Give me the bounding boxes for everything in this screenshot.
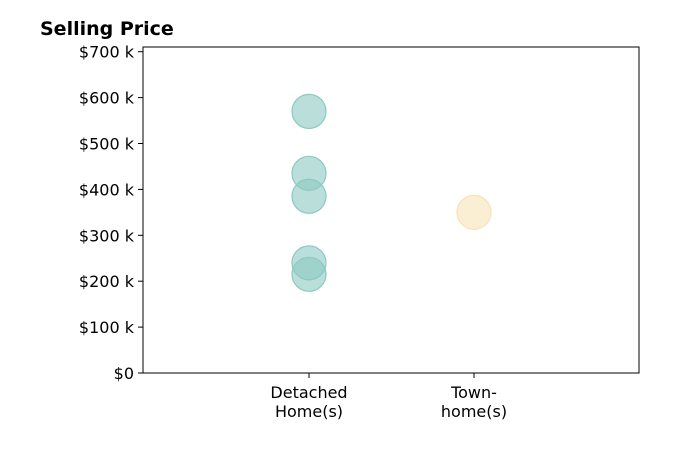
data-point — [456, 194, 492, 230]
y-tick-label: $200 k — [79, 272, 135, 291]
y-tick-label: $100 k — [79, 318, 135, 337]
data-point — [291, 178, 327, 214]
y-axis: $0 $100 k $200 k $300 k $400 k $500 k $600 k $7… — [79, 43, 143, 383]
data-point — [291, 256, 327, 292]
data-points — [291, 93, 492, 292]
x-tick-label: Home(s) — [275, 402, 343, 421]
y-tick-label: $300 k — [79, 226, 135, 245]
y-tick-label: $500 k — [79, 135, 135, 154]
y-tick-label: $0 — [114, 364, 134, 383]
y-tick-label: $700 k — [79, 43, 135, 62]
x-tick-label: Town- — [450, 383, 497, 402]
y-tick-label: $400 k — [79, 180, 135, 199]
x-tick-label: home(s) — [441, 402, 507, 421]
data-point — [291, 93, 327, 129]
chart-title: Selling Price — [40, 18, 174, 40]
y-tick-label: $600 k — [79, 89, 135, 108]
plot-frame — [142, 46, 640, 374]
x-tick-label: Detached — [270, 383, 347, 402]
